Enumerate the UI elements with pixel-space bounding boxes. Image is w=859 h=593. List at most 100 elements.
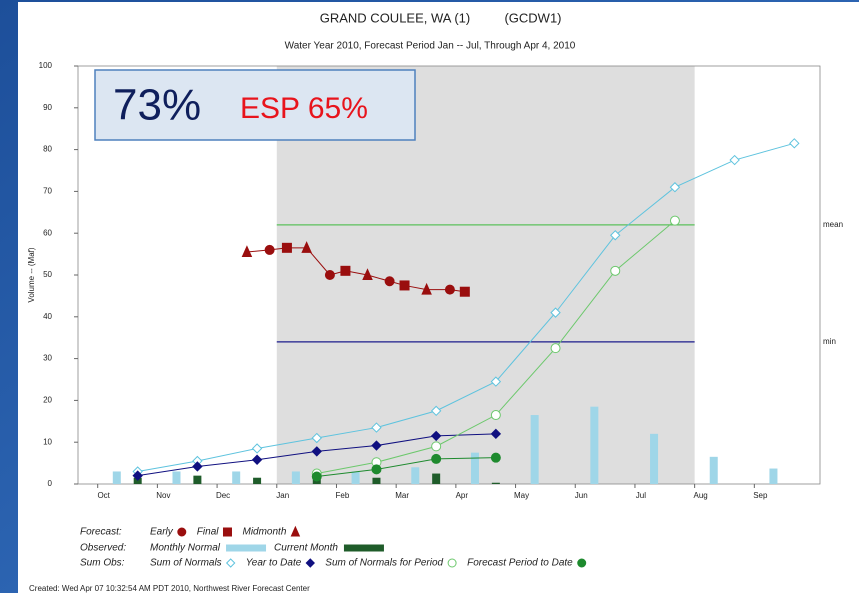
marker-diamond (490, 376, 502, 387)
chart-subtitle: Water Year 2010, Forecast Period Jan -- … (285, 41, 576, 52)
y-tick-label: 10 (43, 437, 52, 446)
marker-diamond (490, 428, 502, 440)
bar (372, 477, 381, 484)
annotation-box (94, 69, 416, 141)
marker-diamond (729, 154, 740, 166)
marker-diamond (251, 443, 263, 454)
y-tick-label: 80 (43, 145, 52, 154)
chart-title: GRAND COULEE, WA (1) (320, 10, 470, 25)
x-tick-label: Jan (276, 491, 289, 500)
marker-circle (490, 410, 501, 421)
bar (291, 471, 300, 484)
x-tick-label: Oct (97, 491, 110, 500)
series-line (137, 142, 795, 472)
x-tick-label: Dec (216, 491, 230, 500)
marker-diamond (371, 440, 382, 451)
bar (650, 433, 659, 484)
x-tick-label: Aug (693, 491, 707, 500)
marker-circle (444, 284, 455, 295)
marker-circle (177, 527, 187, 537)
y-tick-label: 20 (43, 396, 52, 405)
bar (411, 467, 420, 484)
x-tick-label: Apr (456, 491, 469, 500)
marker-square (459, 286, 470, 297)
bar (530, 415, 539, 484)
bar (172, 471, 181, 484)
x-tick-label: Mar (395, 491, 409, 500)
legend-heading: Forecast: (80, 527, 122, 538)
marker-diamond (371, 422, 382, 433)
bar (590, 406, 599, 484)
marker-triangle (241, 245, 253, 258)
annotation-esp: ESP 65% (240, 92, 368, 125)
marker-circle (669, 215, 680, 226)
legend-label: Year to Date (246, 558, 302, 569)
marker-circle (384, 276, 395, 287)
bar (491, 482, 500, 484)
marker-diamond (430, 405, 442, 417)
marker-diamond (311, 446, 322, 457)
y-tick-label: 0 (48, 479, 53, 488)
y-tick-label: 30 (43, 354, 52, 363)
x-tick-label: Jul (636, 491, 646, 500)
series-line (316, 457, 496, 477)
marker-diamond (132, 470, 143, 481)
chart-title-code: (GCDW1) (504, 10, 561, 25)
legend-label: Current Month (274, 543, 338, 554)
marker-square (222, 527, 232, 537)
marker-triangle (421, 282, 432, 295)
marker-diamond (311, 432, 322, 444)
x-tick-label: Jun (575, 491, 588, 500)
marker-diamond (251, 454, 263, 465)
legend-label: Midmonth (242, 527, 286, 538)
marker-diamond (550, 307, 561, 318)
bar (133, 477, 142, 484)
bar (232, 471, 241, 484)
legend-label: Sum of Normals (150, 558, 222, 569)
x-tick-label: Feb (336, 491, 350, 500)
legend-label: Sum of Normals for Period (325, 558, 443, 569)
annotation-main: 73% (113, 81, 201, 130)
legend-heading: Observed: (80, 543, 126, 554)
marker-circle (431, 441, 442, 452)
marker-triangle (301, 241, 312, 253)
bar (769, 468, 778, 484)
marker-diamond (225, 558, 236, 568)
marker-diamond (610, 230, 621, 241)
marker-diamond (669, 182, 681, 193)
bar (709, 456, 718, 484)
marker-circle (311, 471, 322, 482)
marker-diamond (192, 461, 203, 472)
bar (193, 475, 202, 484)
marker-diamond (430, 430, 442, 442)
legend-swatch (226, 544, 267, 552)
marker-square (399, 280, 410, 291)
marker-circle (490, 452, 501, 463)
y-tick-label: 70 (43, 187, 52, 196)
marker-circle (577, 558, 587, 568)
legend-label: Monthly Normal (150, 543, 221, 554)
marker-circle (324, 270, 335, 280)
marker-diamond (305, 558, 315, 568)
marker-circle (550, 343, 561, 354)
y-tick-label: 90 (43, 103, 52, 112)
footer: Created: Wed Apr 07 10:32:54 AM PDT 2010… (29, 584, 310, 593)
marker-circle (610, 265, 621, 276)
reference-label: min (823, 337, 836, 346)
y-tick-label: 100 (39, 61, 53, 70)
legend-heading: Sum Obs: (80, 558, 125, 569)
bar (253, 477, 262, 484)
legend-swatch (343, 544, 384, 552)
legend-label: Final (197, 527, 219, 538)
marker-square (281, 242, 292, 253)
legend: Forecast: Early Final Midmonth Observed: Mont… (80, 525, 587, 569)
y-tick-label: 40 (43, 312, 52, 321)
y-tick-label: 50 (43, 270, 52, 279)
marker-circle (264, 244, 275, 255)
x-tick-label: May (514, 491, 529, 500)
bar (112, 471, 121, 484)
marker-circle (371, 464, 382, 475)
x-tick-label: Nov (156, 491, 170, 500)
marker-triangle (362, 268, 373, 280)
